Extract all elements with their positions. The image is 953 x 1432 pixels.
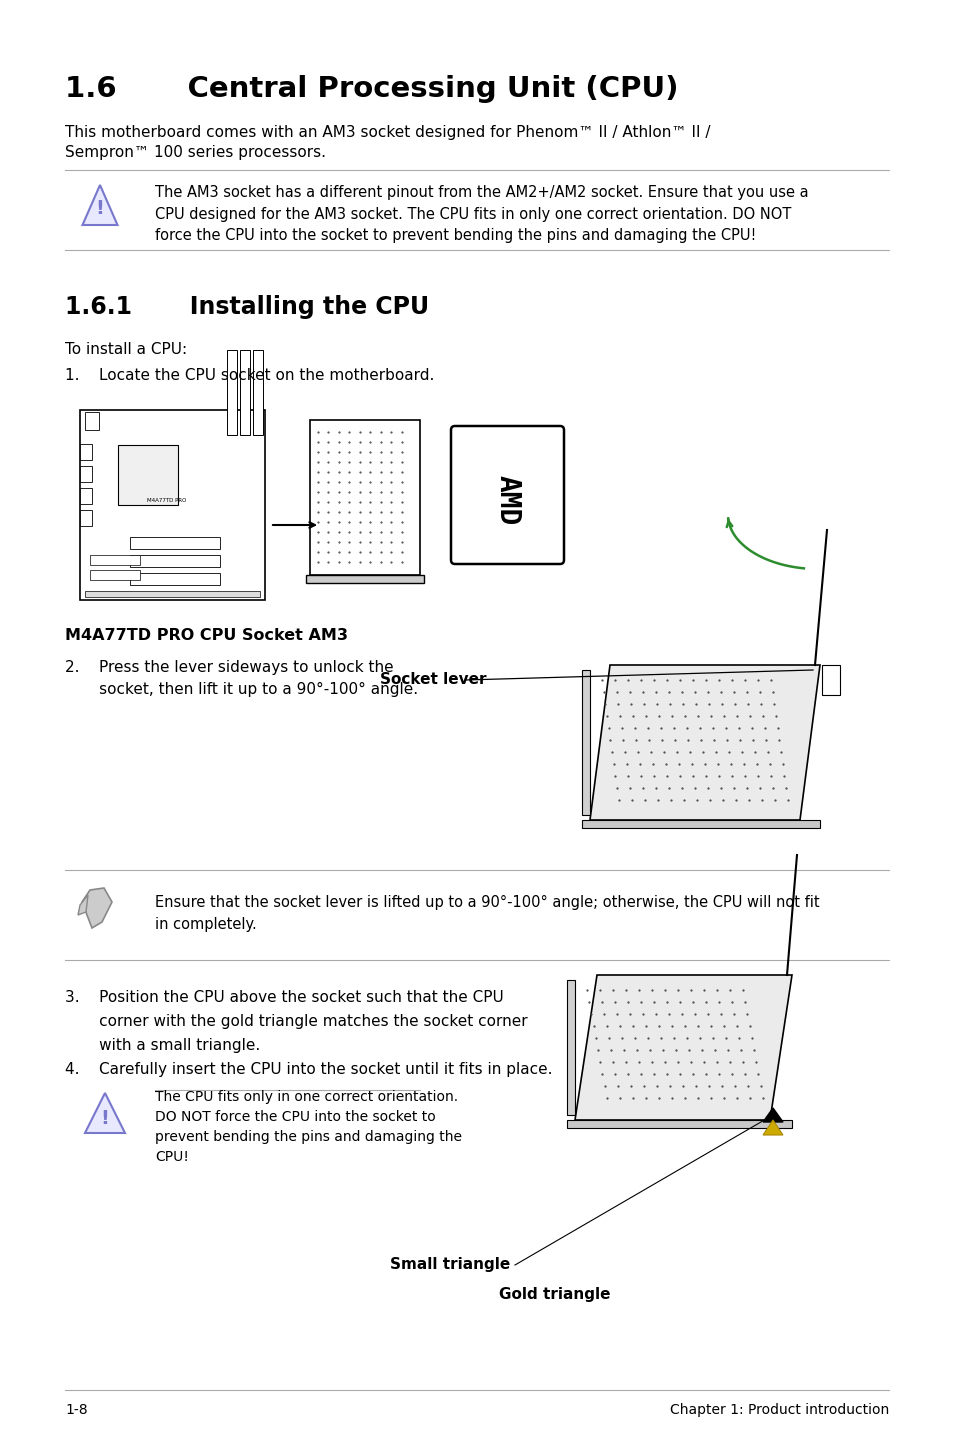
Text: 2.    Press the lever sideways to unlock the: 2. Press the lever sideways to unlock th… — [65, 660, 394, 674]
Bar — [566, 979, 575, 1116]
Bar — [253, 349, 263, 435]
Polygon shape — [762, 1108, 782, 1123]
Bar — [90, 556, 140, 566]
Text: 4.    Carefully insert the CPU into the socket until it fits in place.: 4. Carefully insert the CPU into the soc… — [65, 1063, 552, 1077]
Text: Sempron™ 100 series processors.: Sempron™ 100 series processors. — [65, 145, 326, 160]
Text: socket, then lift it up to a 90°-100° angle.: socket, then lift it up to a 90°-100° an… — [65, 682, 417, 697]
Bar — [310, 420, 419, 576]
Polygon shape — [78, 895, 88, 915]
Text: !: ! — [95, 199, 104, 219]
Text: Gold triangle: Gold triangle — [498, 1287, 610, 1303]
Text: !: ! — [100, 1110, 110, 1128]
Text: Socket lever: Socket lever — [379, 673, 486, 687]
Bar — [306, 576, 423, 583]
Polygon shape — [589, 664, 820, 821]
Bar — [85, 591, 260, 597]
Bar — [581, 670, 589, 815]
Text: Chapter 1: Product introduction: Chapter 1: Product introduction — [669, 1403, 888, 1418]
Bar — [85, 412, 99, 430]
Bar — [130, 556, 220, 567]
Text: 1.6       Central Processing Unit (CPU): 1.6 Central Processing Unit (CPU) — [65, 74, 678, 103]
Bar — [80, 465, 91, 483]
Polygon shape — [82, 185, 117, 225]
Bar — [90, 570, 140, 580]
Text: M4A77TD PRO CPU Socket AM3: M4A77TD PRO CPU Socket AM3 — [65, 629, 348, 643]
Text: The CPU fits only in one correct orientation.
DO NOT force the CPU into the sock: The CPU fits only in one correct orienta… — [154, 1090, 461, 1164]
Text: M4A77TD PRO: M4A77TD PRO — [147, 497, 187, 503]
Text: 1.    Locate the CPU socket on the motherboard.: 1. Locate the CPU socket on the motherbo… — [65, 368, 434, 382]
Text: Ensure that the socket lever is lifted up to a 90°-100° angle; otherwise, the CP: Ensure that the socket lever is lifted u… — [154, 895, 819, 932]
Polygon shape — [85, 1093, 125, 1133]
Bar — [566, 1120, 791, 1128]
Text: To install a CPU:: To install a CPU: — [65, 342, 187, 357]
Text: Small triangle: Small triangle — [390, 1257, 510, 1273]
Text: corner with the gold triangle matches the socket corner: corner with the gold triangle matches th… — [65, 1014, 527, 1030]
Polygon shape — [82, 888, 112, 928]
Bar — [240, 349, 250, 435]
Bar — [80, 488, 91, 504]
Text: 1-8: 1-8 — [65, 1403, 88, 1418]
Bar — [80, 510, 91, 526]
Bar — [130, 537, 220, 548]
Bar — [118, 445, 178, 505]
Text: with a small triangle.: with a small triangle. — [65, 1038, 260, 1053]
Bar — [227, 349, 236, 435]
Polygon shape — [762, 1120, 782, 1136]
Text: 1.6.1       Installing the CPU: 1.6.1 Installing the CPU — [65, 295, 429, 319]
Bar — [581, 821, 820, 828]
Text: 3.    Position the CPU above the socket such that the CPU: 3. Position the CPU above the socket suc… — [65, 990, 503, 1005]
Bar — [130, 573, 220, 586]
Bar — [821, 664, 840, 695]
Bar — [80, 410, 265, 600]
FancyBboxPatch shape — [451, 425, 563, 564]
Polygon shape — [575, 975, 791, 1120]
Text: The AM3 socket has a different pinout from the AM2+/AM2 socket. Ensure that you : The AM3 socket has a different pinout fr… — [154, 185, 808, 243]
Text: This motherboard comes with an AM3 socket designed for Phenom™ II / Athlon™ II /: This motherboard comes with an AM3 socke… — [65, 125, 710, 140]
Bar — [80, 444, 91, 460]
Text: AMD: AMD — [493, 475, 521, 526]
